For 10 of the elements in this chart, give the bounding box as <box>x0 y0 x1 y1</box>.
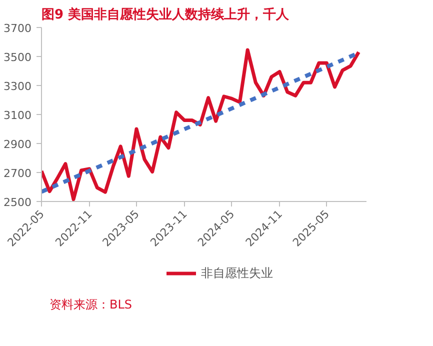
chart-title: 图9 美国非自愿性失业人数持续上升，千人 <box>42 6 290 22</box>
y-tick-label: 3500 <box>4 51 32 64</box>
y-tick-label: 2500 <box>4 196 32 209</box>
y-tick-label: 3700 <box>4 22 32 35</box>
y-tick-label: 3300 <box>4 80 32 93</box>
legend-label: 非自愿性失业 <box>201 264 273 282</box>
text: 资料来源：BLS <box>50 298 132 312</box>
y-tick-label: 2700 <box>4 167 32 180</box>
y-tick-label: 3100 <box>4 109 32 122</box>
y-tick-label: 2900 <box>4 138 32 151</box>
